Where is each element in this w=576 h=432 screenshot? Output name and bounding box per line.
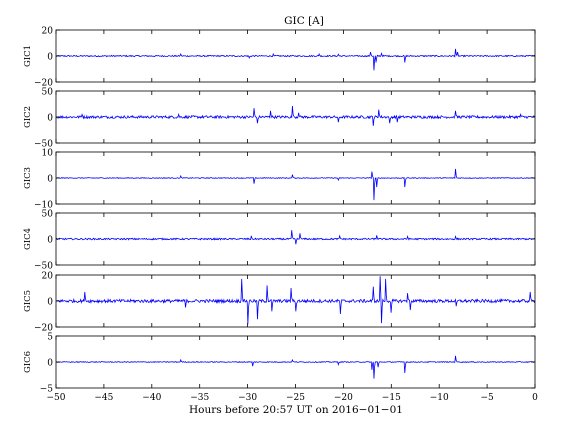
y-tick-label: −20	[34, 324, 53, 334]
x-tick-label: −45	[94, 393, 113, 403]
y-tick-label: 50	[42, 210, 54, 220]
x-tick-label: −5	[480, 393, 494, 403]
y-tick-label: −10	[34, 201, 53, 211]
y-axis-label: GIC2	[23, 106, 33, 128]
series-line-gic6	[55, 355, 536, 379]
x-tick-label: −10	[430, 393, 449, 403]
x-tick-label: −35	[190, 393, 209, 403]
y-tick-label: 20	[42, 27, 54, 37]
panel-gic2: 50 0 −50 GIC2	[23, 88, 536, 150]
y-tick-label: 10	[42, 149, 54, 159]
x-tick-label: −40	[142, 393, 161, 403]
panel-gic1: 20 0 −20 GIC1	[23, 27, 536, 89]
series-line-gic3	[55, 168, 536, 201]
y-tick-label: −50	[34, 140, 53, 150]
x-tick-label: −50	[47, 393, 66, 403]
y-tick-label: −5	[40, 385, 54, 395]
y-axis-label: GIC4	[23, 228, 33, 250]
y-tick-label: 0	[47, 236, 53, 246]
y-axis-label: GIC3	[23, 167, 33, 189]
panels-group: 200−20GIC1500−50GIC2100−10GIC3500−50GIC4…	[23, 27, 538, 404]
series-line-gic5	[55, 276, 536, 325]
y-axis-label: GIC1	[23, 45, 33, 67]
y-tick-label: 20	[42, 272, 54, 282]
y-tick-label: 50	[42, 88, 54, 98]
x-tick-label: 0	[532, 393, 538, 403]
panel-gic5: 20 0 −20 GIC5	[23, 272, 536, 334]
y-tick-label: 0	[47, 359, 53, 369]
panel-gic4: 50 0 −50 GIC4	[23, 210, 536, 272]
series-line-gic2	[55, 106, 536, 126]
y-axis-label: GIC5	[23, 290, 33, 312]
y-tick-label: 0	[47, 53, 53, 63]
y-tick-label: 0	[47, 175, 53, 185]
x-tick-label: −25	[286, 393, 305, 403]
panel-gic3: 10 0 −10 GIC3	[23, 149, 536, 211]
y-tick-label: 0	[47, 114, 53, 124]
y-tick-label: −20	[34, 79, 53, 89]
x-axis-label: Hours before 20:57 UT on 2016−01−01	[189, 404, 403, 416]
x-tick-label: −20	[334, 393, 353, 403]
y-tick-label: 5	[47, 333, 53, 343]
x-tick-label: −15	[382, 393, 401, 403]
y-axis-label: GIC6	[23, 351, 33, 373]
x-tick-label: −30	[238, 393, 257, 403]
series-line-gic4	[55, 230, 536, 245]
y-tick-label: 0	[47, 298, 53, 308]
figure-title: GIC [A]	[284, 15, 324, 27]
series-line-gic1	[55, 48, 536, 71]
y-tick-label: −50	[34, 262, 53, 272]
